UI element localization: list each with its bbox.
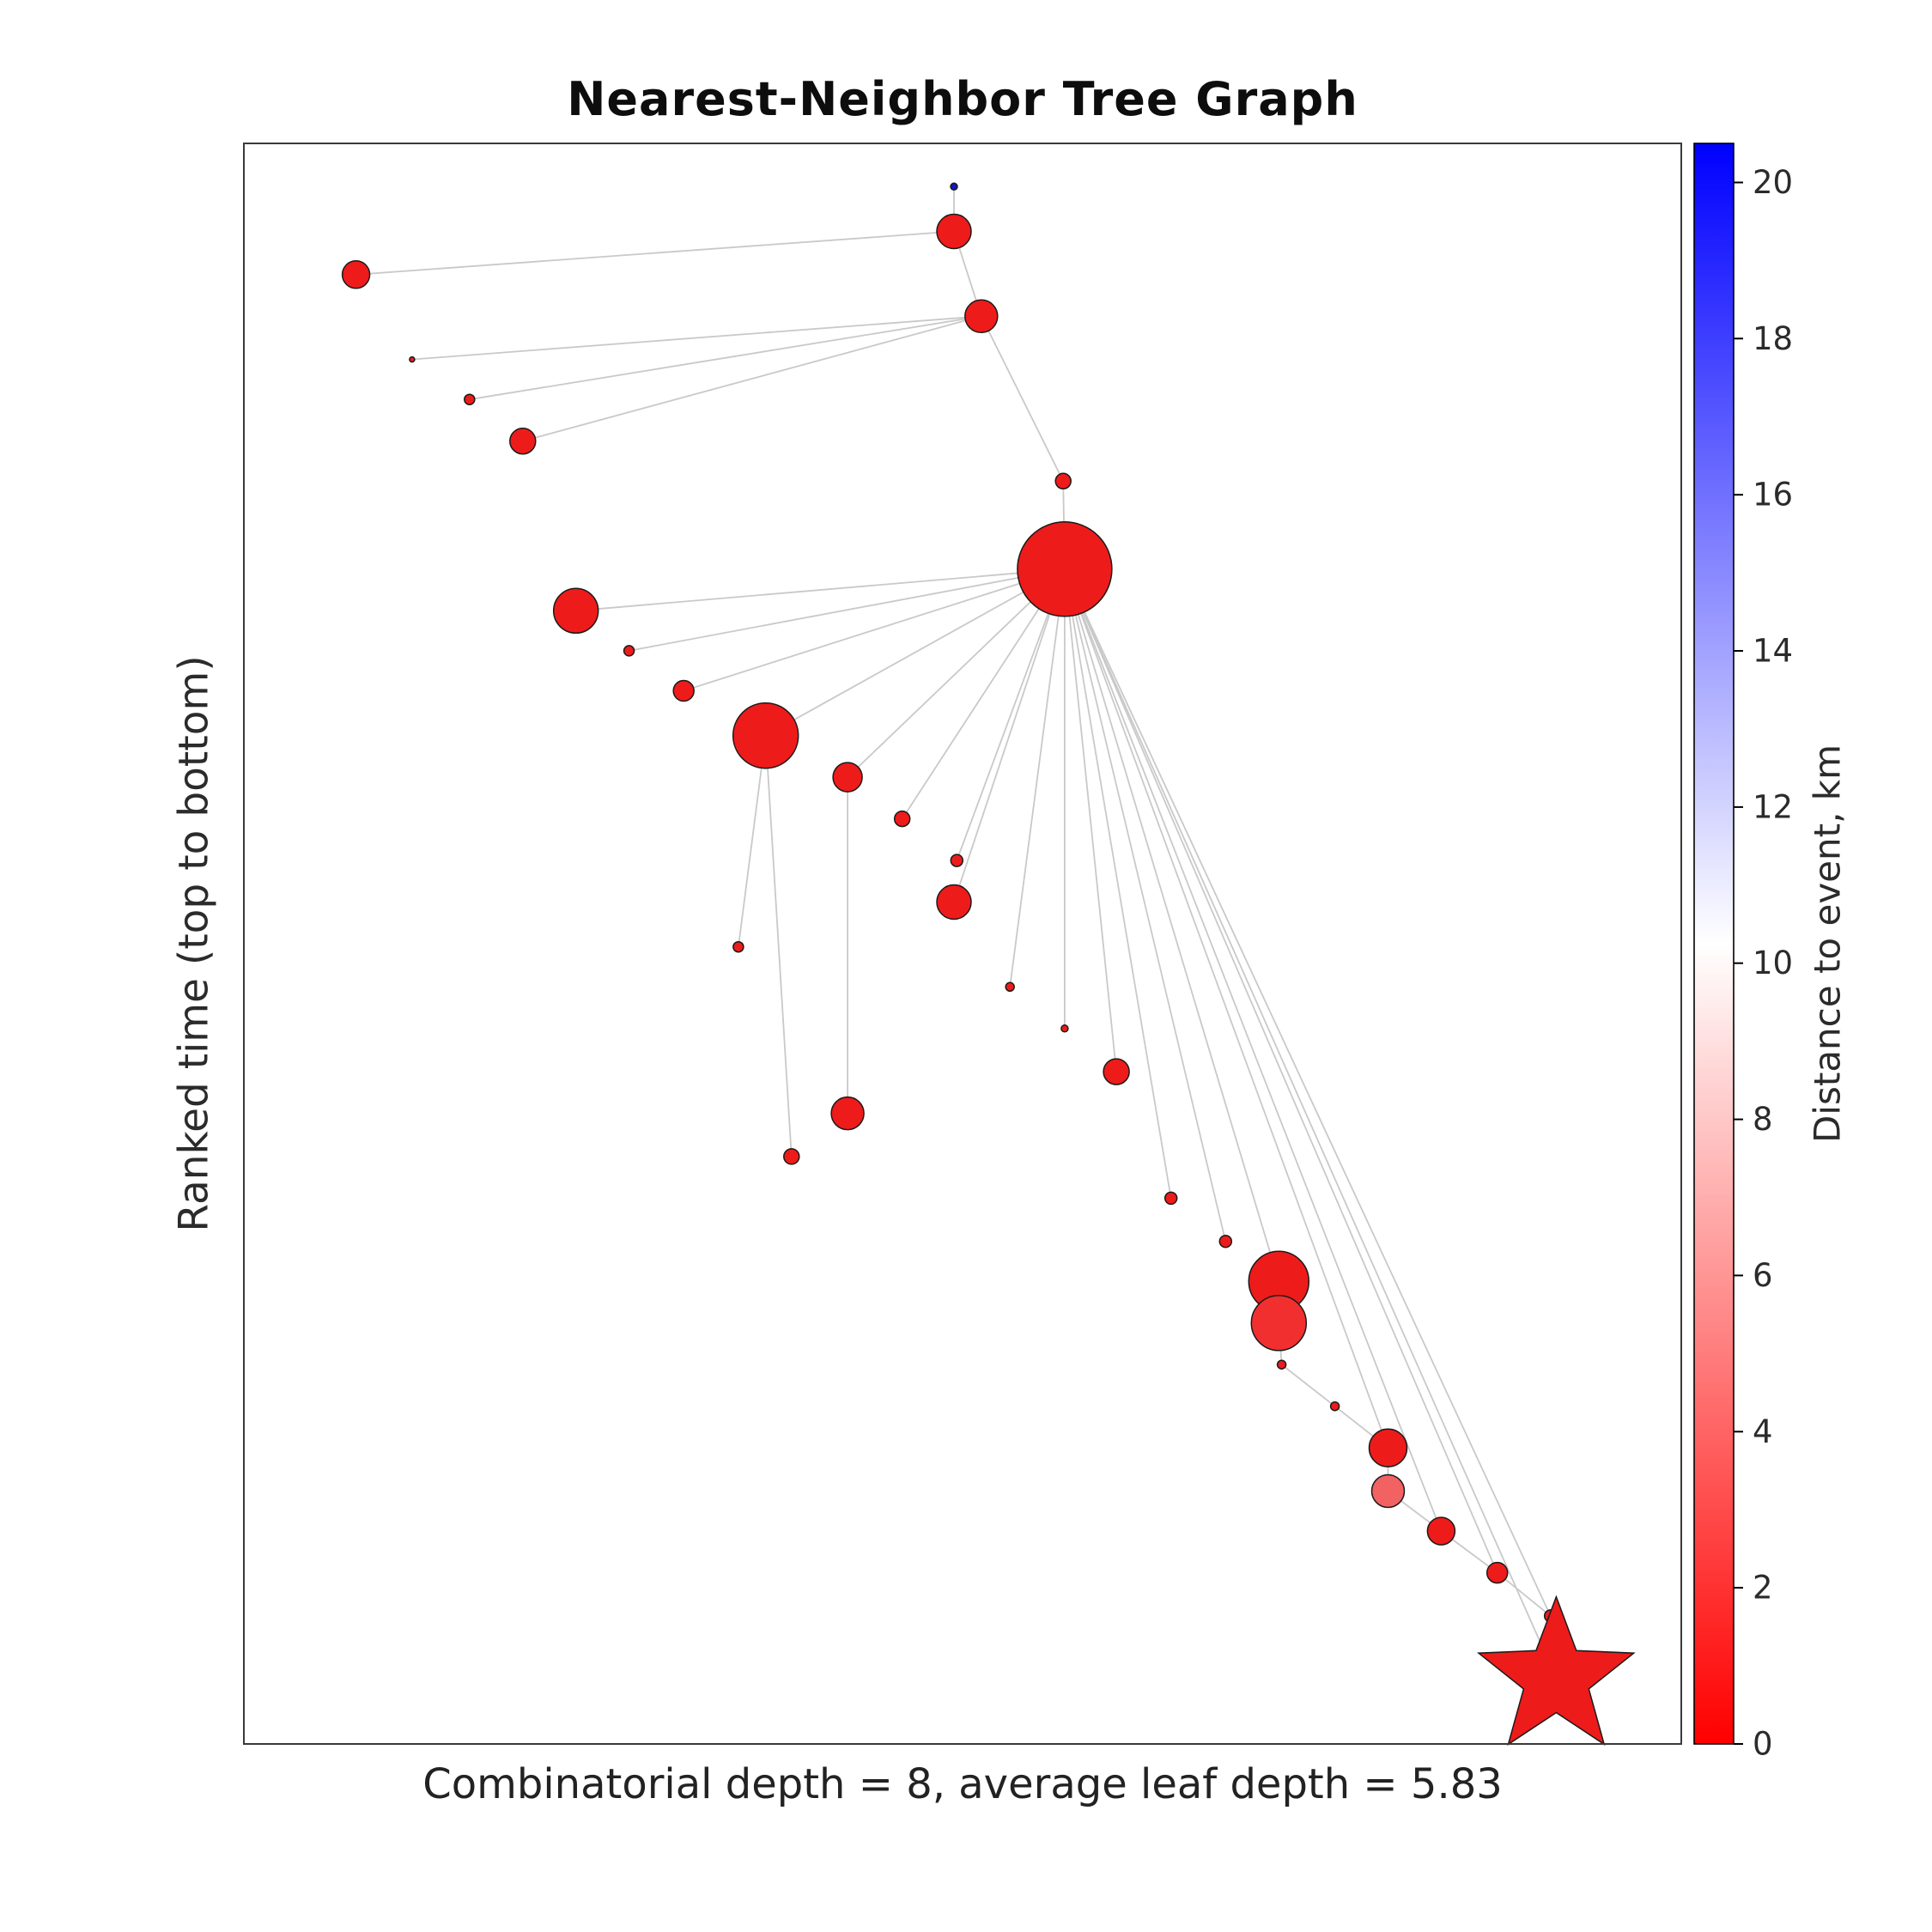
- tree-edge: [575, 568, 1065, 612]
- tree-node-0: [950, 182, 958, 191]
- tree-node-17: [1005, 981, 1015, 993]
- tree-node-32: [1485, 1561, 1509, 1584]
- tree-node-5: [464, 393, 476, 405]
- tree-node-29: [1368, 1428, 1408, 1467]
- tree-edge: [522, 315, 982, 442]
- tree-edge: [1064, 568, 1117, 1072]
- colorbar-border: [1693, 143, 1735, 1745]
- tree-edge: [683, 568, 1066, 692]
- tree-node-22: [783, 1148, 800, 1165]
- tree-node-24: [1218, 1234, 1233, 1249]
- tree-edge: [765, 568, 1066, 737]
- tree-edge: [901, 568, 1066, 820]
- colorbar-tick-label: 20: [1753, 164, 1793, 201]
- tree-node-1: [936, 213, 972, 250]
- tree-node-21: [830, 1096, 865, 1131]
- chart-title: Nearest-Neighbor Tree Graph: [567, 72, 1358, 126]
- tree-node-2: [341, 260, 371, 289]
- tree-node-28: [1329, 1400, 1340, 1412]
- tree-node-11: [672, 679, 695, 702]
- tree-edge: [738, 735, 767, 947]
- colorbar-tick-label: 10: [1753, 945, 1793, 981]
- tree-node-8: [1017, 521, 1113, 617]
- colorbar-tick-label: 4: [1753, 1413, 1773, 1450]
- colorbar-tick-label: 6: [1753, 1257, 1773, 1294]
- tree-edge: [1064, 568, 1227, 1242]
- tree-node-18: [732, 940, 744, 953]
- colorbar-tick-label: 8: [1753, 1101, 1773, 1138]
- tree-edge: [1497, 1571, 1552, 1617]
- tree-node-15: [950, 854, 964, 867]
- tree-node-30: [1370, 1473, 1406, 1509]
- tree-node-23: [1163, 1191, 1178, 1206]
- tree-edge: [1064, 568, 1280, 1282]
- tree-node-7: [1054, 472, 1072, 490]
- tree-edge: [956, 568, 1066, 861]
- colorbar-tick-label: 16: [1753, 477, 1793, 513]
- tree-edge: [1064, 568, 1443, 1532]
- tree-node-16: [936, 884, 972, 920]
- colorbar: 0 2 4 6 8 10 12 14 16 18 20: [1693, 143, 1793, 1763]
- tree-edge: [764, 735, 793, 1157]
- tree-edge: [847, 568, 1066, 778]
- tree-edge: [411, 315, 981, 361]
- tree-edge: [1064, 568, 1389, 1449]
- colorbar-tick-label: 0: [1753, 1726, 1773, 1763]
- tree-edge: [1064, 568, 1558, 1679]
- tree-node-9: [552, 587, 599, 635]
- tree-edge: [1281, 1364, 1336, 1407]
- tree-node-19: [1060, 1024, 1069, 1033]
- axes: [243, 143, 1682, 1745]
- tree-node-6: [509, 427, 537, 455]
- tree-edge: [980, 315, 1065, 482]
- tree-node-3: [964, 299, 999, 334]
- x-axis-caption: Combinatorial depth = 8, average leaf de…: [422, 1760, 1503, 1808]
- tree-node-26: [1250, 1295, 1308, 1352]
- tree-node-14: [893, 810, 911, 828]
- tree-node-13: [832, 762, 863, 793]
- tree-edge: [1064, 568, 1552, 1617]
- tree-edge: [469, 315, 981, 401]
- tree-node-4: [409, 355, 416, 363]
- tree-edge: [355, 230, 955, 276]
- tree-edges: [355, 186, 1558, 1679]
- tree-node-31: [1426, 1516, 1456, 1546]
- tree-node-10: [623, 645, 635, 657]
- tree-edge: [629, 568, 1066, 652]
- colorbar-gradient: [1694, 143, 1734, 1744]
- colorbar-tick-label: 12: [1753, 788, 1793, 825]
- tree-node-12: [732, 702, 799, 769]
- target-event-star: [1476, 1595, 1636, 1747]
- tree-nodes: [341, 182, 1636, 1747]
- tree-edge: [953, 568, 1066, 902]
- tree-edge: [1009, 568, 1066, 987]
- tree-edge: [1064, 568, 1172, 1199]
- colorbar-tick-label: 18: [1753, 320, 1793, 357]
- colorbar-tick-label: 14: [1753, 633, 1793, 670]
- colorbar-tick-label: 2: [1753, 1570, 1773, 1607]
- plot-border: [243, 143, 1682, 1745]
- tree-edge: [1064, 568, 1498, 1573]
- tree-node-20: [1103, 1058, 1130, 1085]
- tree-node-27: [1276, 1359, 1287, 1370]
